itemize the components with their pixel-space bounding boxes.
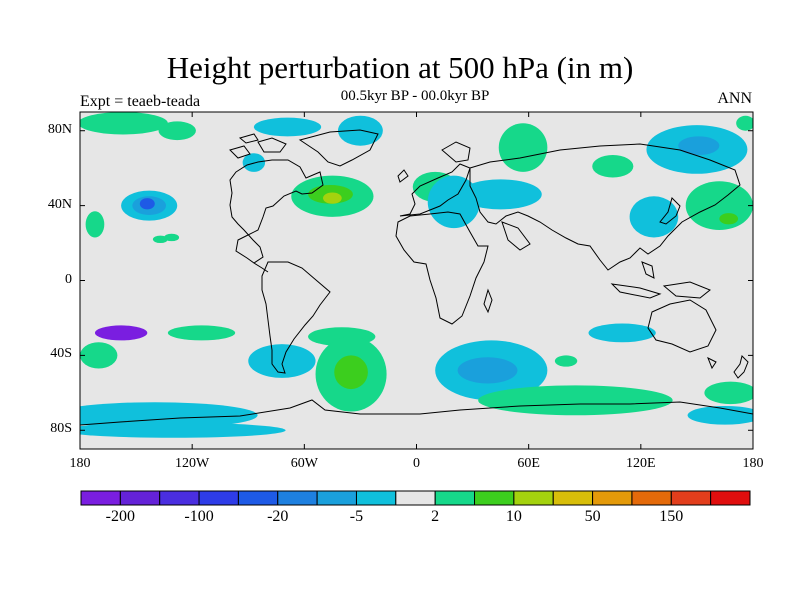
anomaly-field	[80, 112, 753, 438]
anomaly-region-cyan	[459, 179, 542, 210]
anomaly-region-green	[164, 233, 180, 242]
experiment-label: Expt = teaeb-teada	[80, 93, 201, 110]
anomaly-region-green	[167, 325, 236, 341]
colorbar-label: -100	[184, 508, 214, 525]
lon-tick-label: 180	[69, 456, 91, 471]
anomaly-region-lime	[719, 213, 739, 225]
anomaly-region-green	[554, 355, 578, 367]
anomaly-region-cyan	[242, 153, 266, 172]
anomaly-region-green	[592, 155, 634, 178]
anomaly-region-violet	[94, 325, 148, 341]
lon-tick-label: 120E	[626, 456, 656, 471]
axis-ticks	[79, 112, 754, 449]
lat-tick-label: 40N	[47, 196, 72, 212]
anomaly-region-green	[80, 342, 118, 369]
anomaly-region-cyan	[588, 323, 656, 343]
anomaly-region-green	[498, 123, 548, 172]
anomaly-region-cyan	[248, 344, 316, 378]
lon-tick-label: 120W	[175, 456, 210, 471]
colorbar-label: -5	[349, 508, 364, 525]
lat-tick-label: 40S	[50, 346, 72, 362]
anomaly-region-deepblue	[139, 198, 155, 210]
lat-tick-label: 0	[65, 271, 72, 287]
lon-tick-label: 180	[742, 456, 764, 471]
lat-tick-label: 80S	[50, 421, 72, 437]
colorbar-label: 10	[505, 508, 522, 525]
plot-subtitle: 00.5kyr BP - 00.0kyr BP	[340, 88, 490, 104]
anomaly-region-green	[704, 381, 753, 405]
anomaly-region-yellow	[323, 192, 342, 204]
anomaly-region-green	[85, 211, 105, 238]
colorbar-label: 50	[584, 508, 601, 525]
lon-tick-label: 60E	[517, 456, 540, 471]
colorbar-label: -200	[105, 508, 136, 525]
season-label: ANN	[717, 90, 752, 107]
lat-tick-label: 80N	[47, 121, 72, 137]
plot-title: Height perturbation at 500 hPa (in m)	[166, 50, 634, 85]
anomaly-region-lime	[334, 355, 368, 390]
anomaly-region-cyan	[629, 196, 679, 238]
anomaly-region-cyan	[80, 422, 286, 438]
anomaly-region-blue	[457, 357, 518, 384]
anomaly-region-blue	[678, 136, 720, 156]
coastlines	[80, 129, 753, 426]
anomaly-region-green	[478, 385, 673, 416]
lon-tick-label: 0	[413, 456, 420, 471]
anomaly-region-cyan	[337, 115, 383, 146]
lon-tick-label: 60W	[290, 456, 318, 471]
anomaly-region-green	[685, 181, 753, 230]
anomaly-region-green	[80, 112, 168, 135]
colorbar-label: 150	[659, 508, 684, 525]
anomaly-region-green	[158, 121, 196, 141]
anomaly-region-green	[736, 115, 753, 131]
anomaly-region-green	[152, 235, 168, 244]
anomaly-region-cyan	[253, 117, 322, 137]
colorbar-label: 2	[431, 508, 440, 525]
colorbar-label: -20	[267, 508, 289, 525]
